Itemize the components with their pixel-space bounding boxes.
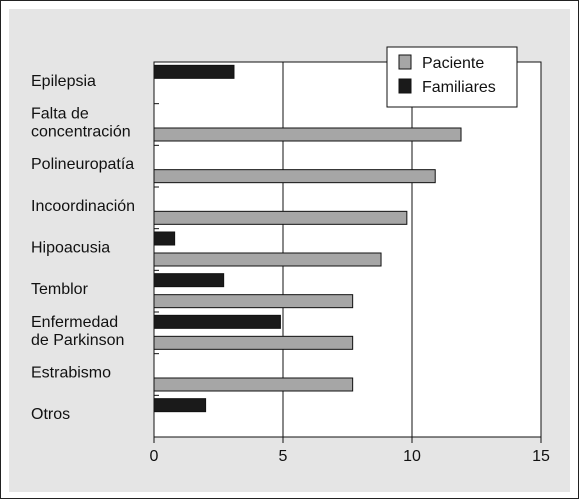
legend-swatch-familiares (398, 78, 412, 94)
gridlines (154, 62, 413, 437)
x-axis: 0 5 10 15 (150, 437, 550, 465)
x-tick-label: 10 (403, 448, 421, 465)
chart-panel: Epilepsia Falta de concentración Polineurop… (9, 9, 570, 492)
x-tick-label: 5 (279, 448, 288, 465)
category-label: Incoordinación (31, 198, 135, 215)
legend-label-familiares: Familiares (422, 79, 496, 96)
bar-familiares-8 (153, 398, 207, 413)
bar-familiares-5 (153, 273, 225, 288)
x-tick-label: 0 (150, 448, 159, 465)
legend-swatch-paciente (398, 54, 412, 70)
bar-paciente-2 (153, 169, 436, 184)
category-label: Falta de (31, 106, 89, 123)
bars (153, 64, 462, 413)
category-label: Estrabismo (31, 365, 111, 382)
legend-label-paciente: Paciente (422, 55, 484, 72)
bar-familiares-0 (153, 64, 235, 79)
bar-paciente-4 (153, 252, 382, 267)
x-tick-label: 15 (532, 448, 550, 465)
legend: Paciente Familiares (386, 46, 518, 108)
category-label: Enfermedad (31, 314, 118, 331)
bar-paciente-7 (153, 377, 354, 392)
category-label: Polineuropatía (31, 156, 134, 173)
bar-familiares-6 (153, 314, 281, 329)
bar-paciente-6 (153, 335, 354, 350)
bar-paciente-3 (153, 210, 408, 225)
bar-paciente-5 (153, 294, 354, 309)
bar-paciente-1 (153, 127, 462, 142)
category-label: Hipoacusia (31, 240, 110, 257)
category-label: Epilepsia (31, 73, 96, 90)
category-label: concentración (31, 124, 131, 141)
category-label: Temblor (31, 281, 89, 298)
category-label: de Parkinson (31, 332, 124, 349)
category-label: Otros (31, 406, 70, 423)
bar-familiares-4 (153, 231, 176, 246)
plot-area (153, 61, 542, 438)
